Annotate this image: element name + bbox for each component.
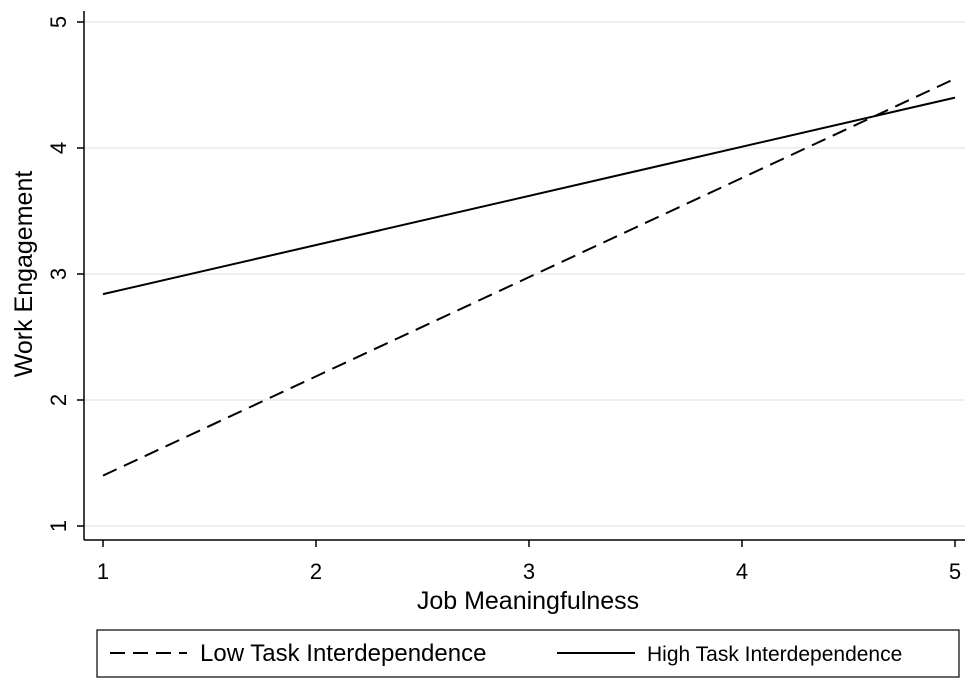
series-line <box>102 77 956 477</box>
x-tick-label: 1 <box>97 559 109 584</box>
x-tick-label: 4 <box>736 559 748 584</box>
gridlines <box>84 21 965 527</box>
y-tick-label: 2 <box>46 394 71 406</box>
legend-label: High Task Interdependence <box>647 643 902 666</box>
x-axis-label: Job Meaningfulness <box>417 587 639 615</box>
x-tick-label: 3 <box>523 559 535 584</box>
y-axis-label: Work Engagement <box>10 171 38 378</box>
y-tick-label: 1 <box>46 520 71 532</box>
series-lines <box>102 77 956 477</box>
y-ticks: 1 2 3 4 5 <box>46 16 84 532</box>
y-tick-label: 5 <box>46 16 71 28</box>
legend: Low Task Interdependence High Task Interd… <box>96 629 960 678</box>
x-ticks: 1 2 3 4 5 <box>97 540 961 584</box>
x-tick-label: 2 <box>310 559 322 584</box>
axes <box>83 11 965 541</box>
x-tick-label: 5 <box>949 559 961 584</box>
y-tick-label: 4 <box>46 142 71 154</box>
y-tick-label: 3 <box>46 268 71 280</box>
legend-box <box>96 629 960 678</box>
legend-label: Low Task Interdependence <box>200 640 486 667</box>
series-line <box>102 96 956 296</box>
